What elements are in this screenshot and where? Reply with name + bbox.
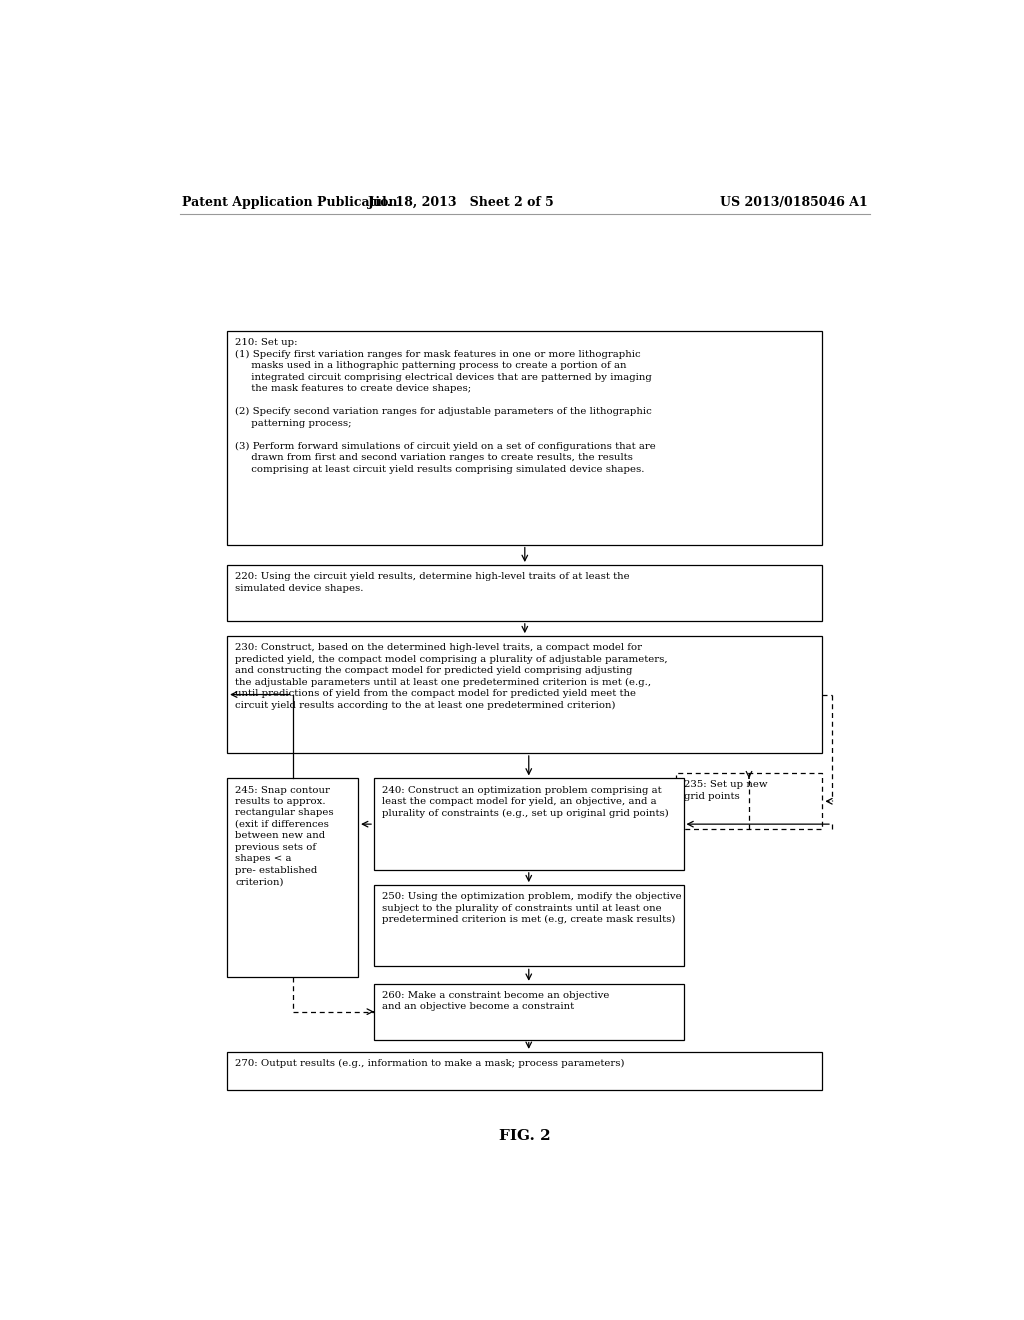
Text: 210: Set up:
(1) Specify first variation ranges for mask features in one or more: 210: Set up: (1) Specify first variation… — [236, 338, 656, 474]
Text: 240: Construct an optimization problem comprising at
least the compact model for: 240: Construct an optimization problem c… — [382, 785, 669, 817]
Bar — [676, 774, 822, 829]
Text: 250: Using the optimization problem, modify the objective
subject to the plurali: 250: Using the optimization problem, mod… — [382, 892, 682, 924]
Text: 235: Set up new
grid points: 235: Set up new grid points — [684, 780, 767, 801]
Bar — [227, 331, 822, 545]
Bar — [374, 779, 684, 870]
Text: Patent Application Publication: Patent Application Publication — [182, 195, 397, 209]
Bar — [374, 983, 684, 1040]
Text: 260: Make a constraint become an objective
and an objective become a constraint: 260: Make a constraint become an objecti… — [382, 991, 609, 1011]
Text: 245: Snap contour
results to approx.
rectangular shapes
(exit if differences
bet: 245: Snap contour results to approx. rec… — [236, 785, 334, 886]
Text: Jul. 18, 2013   Sheet 2 of 5: Jul. 18, 2013 Sheet 2 of 5 — [368, 195, 555, 209]
Bar — [227, 636, 822, 752]
Bar — [227, 1052, 822, 1090]
Text: 270: Output results (e.g., information to make a mask; process parameters): 270: Output results (e.g., information t… — [236, 1059, 625, 1068]
Bar — [374, 886, 684, 966]
Text: 230: Construct, based on the determined high-level traits, a compact model for
p: 230: Construct, based on the determined … — [236, 643, 668, 710]
Bar — [227, 779, 358, 977]
Text: FIG. 2: FIG. 2 — [499, 1129, 551, 1143]
Bar — [227, 565, 822, 620]
Text: 220: Using the circuit yield results, determine high-level traits of at least th: 220: Using the circuit yield results, de… — [236, 572, 630, 593]
Text: US 2013/0185046 A1: US 2013/0185046 A1 — [720, 195, 867, 209]
